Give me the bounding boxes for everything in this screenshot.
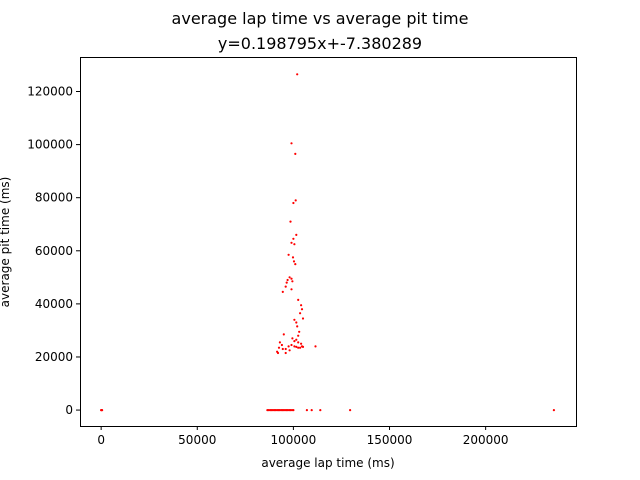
- data-point: [305, 409, 308, 412]
- data-point: [295, 321, 298, 324]
- chart-subtitle: y=0.198795x+-7.380289: [218, 34, 422, 53]
- y-tick-label: 120000: [27, 85, 73, 99]
- data-point: [301, 345, 305, 348]
- y-tick-label: 60000: [35, 244, 73, 258]
- data-point: [292, 409, 295, 412]
- plot-marks: [100, 73, 556, 412]
- data-point: [278, 341, 281, 344]
- data-point: [297, 334, 300, 337]
- data-point: [290, 142, 293, 145]
- data-point: [276, 351, 280, 355]
- data-point: [293, 318, 296, 321]
- x-tick-label: 0: [97, 433, 105, 447]
- data-point: [284, 351, 287, 355]
- data-point: [290, 343, 293, 347]
- y-axis-label: average pit time (ms): [0, 177, 12, 308]
- data-point: [290, 277, 293, 280]
- data-point: [292, 260, 296, 263]
- data-point: [286, 278, 289, 282]
- data-point: [291, 280, 294, 283]
- data-point: [281, 290, 284, 293]
- x-tick-label: 100000: [270, 433, 316, 447]
- data-point: [288, 349, 291, 352]
- data-point: [319, 409, 322, 412]
- data-point: [297, 341, 300, 344]
- data-point: [289, 220, 292, 223]
- data-point: [300, 308, 304, 311]
- data-point: [552, 409, 556, 412]
- x-axis-label: average lap time (ms): [261, 456, 394, 470]
- data-point: [301, 317, 305, 320]
- data-point: [291, 256, 295, 259]
- plot-frame: [80, 57, 577, 427]
- data-point: [287, 253, 290, 256]
- data-point: [293, 345, 296, 348]
- data-point: [291, 337, 294, 340]
- x-tick-label: 200000: [463, 433, 509, 447]
- data-point: [349, 409, 352, 412]
- data-point: [300, 342, 303, 345]
- data-point: [288, 276, 291, 279]
- data-point: [297, 298, 300, 301]
- data-point: [284, 285, 287, 288]
- data-point: [295, 338, 298, 341]
- data-point: [292, 237, 295, 240]
- data-point: [290, 241, 293, 244]
- data-point: [294, 199, 297, 202]
- data-point: [299, 312, 302, 315]
- data-point: [285, 281, 288, 284]
- data-point: [294, 263, 297, 266]
- data-point: [293, 243, 296, 246]
- data-point: [296, 325, 299, 328]
- data-point: [314, 345, 317, 348]
- data-point: [284, 347, 287, 351]
- x-axis: 0 50000 100000 150000 200000: [97, 426, 509, 447]
- data-point: [295, 345, 298, 348]
- data-point: [282, 333, 285, 336]
- data-point: [300, 304, 303, 307]
- data-point: [280, 343, 283, 347]
- data-point: [295, 233, 298, 236]
- data-point: [297, 346, 300, 349]
- data-point: [281, 347, 284, 351]
- data-point: [292, 201, 295, 205]
- data-point: [298, 330, 301, 333]
- data-point: [296, 73, 299, 76]
- chart-title: average lap time vs average pit time: [172, 9, 469, 28]
- x-tick-label: 50000: [178, 433, 216, 447]
- x-tick-label: 150000: [367, 433, 413, 447]
- data-point: [290, 288, 293, 291]
- y-tick-label: 100000: [27, 138, 73, 152]
- y-tick-label: 80000: [35, 191, 73, 205]
- y-tick-label: 40000: [35, 297, 73, 311]
- data-point: [287, 345, 290, 348]
- data-point: [293, 340, 296, 343]
- data-point: [299, 346, 302, 349]
- y-axis: 0 20000 40000 60000 80000 100000 120000: [27, 85, 80, 417]
- data-point: [101, 409, 104, 412]
- data-point: [294, 152, 297, 155]
- y-tick-label: 20000: [35, 350, 73, 364]
- data-point: [277, 346, 281, 349]
- data-point: [310, 409, 313, 412]
- y-tick-label: 0: [65, 403, 73, 417]
